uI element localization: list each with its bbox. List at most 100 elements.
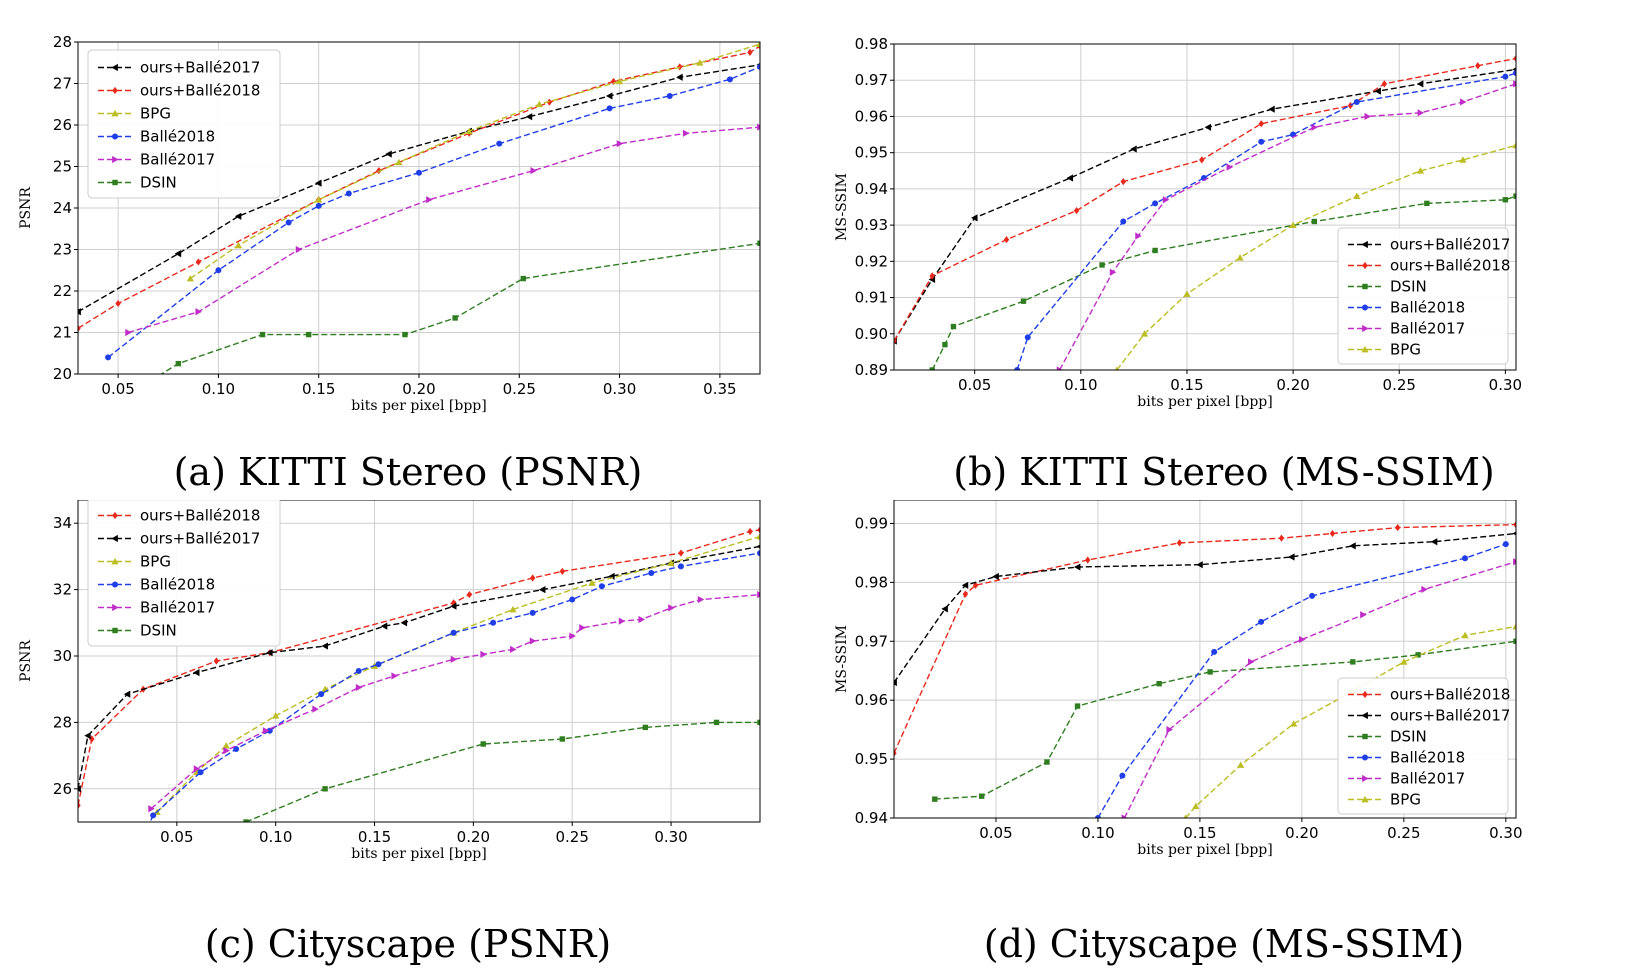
chart-b-caption: (b) KITTI Stereo (MS-SSIM) bbox=[953, 450, 1495, 494]
legend-marker bbox=[1362, 324, 1369, 333]
data-point bbox=[757, 63, 760, 70]
data-point bbox=[1349, 542, 1356, 550]
data-point bbox=[682, 129, 690, 137]
data-point bbox=[1237, 761, 1245, 768]
series-line bbox=[149, 552, 760, 822]
data-point bbox=[696, 59, 704, 66]
data-point bbox=[894, 678, 897, 687]
data-point bbox=[1475, 62, 1481, 70]
y-tick-label: 0.98 bbox=[855, 35, 888, 53]
data-point bbox=[1353, 98, 1360, 105]
data-point bbox=[757, 719, 760, 726]
series-line bbox=[1016, 72, 1516, 370]
chart-c-caption: (c) Cityscape (PSNR) bbox=[204, 922, 612, 966]
data-point bbox=[480, 650, 487, 658]
data-point bbox=[1400, 658, 1408, 665]
data-point bbox=[1289, 221, 1297, 228]
data-point bbox=[757, 123, 760, 131]
data-point bbox=[538, 586, 546, 594]
legend-marker bbox=[112, 627, 118, 634]
data-point bbox=[1258, 120, 1264, 128]
legend: ours+Ballé2018 ours+Ballé2017 BPG Ballé2018… bbox=[87, 500, 281, 647]
legend: ours+Ballé2017 ours+Ballé2018 DSIN Ballé201… bbox=[1337, 227, 1510, 365]
legend-label: ours+Ballé2017 bbox=[1390, 707, 1510, 725]
data-point bbox=[676, 73, 683, 81]
data-point bbox=[677, 563, 684, 570]
data-point bbox=[193, 765, 201, 773]
y-tick-label: 0.98 bbox=[855, 573, 888, 591]
data-point bbox=[78, 785, 81, 793]
chart-panel-c: 0.05 0.10 0.15 0.20 0.25 0.30 26 28 30 32 34 bits p… bbox=[0, 500, 816, 978]
x-tick-label: 0.20 bbox=[457, 828, 490, 846]
data-point bbox=[355, 667, 362, 674]
x-tick-label: 0.35 bbox=[703, 380, 736, 398]
data-point bbox=[638, 615, 645, 624]
y-tick-label: 0.95 bbox=[855, 144, 888, 162]
data-point bbox=[1462, 555, 1469, 562]
x-tick-label: 0.20 bbox=[1285, 824, 1318, 842]
legend-marker bbox=[1362, 304, 1368, 311]
data-point bbox=[559, 567, 566, 575]
data-point bbox=[1056, 366, 1064, 370]
series-line bbox=[894, 532, 1516, 683]
data-point bbox=[1513, 69, 1516, 76]
legend-label: ours+Ballé2017 bbox=[140, 530, 260, 548]
y-tick-label: 0.95 bbox=[855, 750, 888, 768]
data-point bbox=[125, 328, 132, 337]
data-point bbox=[480, 741, 486, 747]
data-point bbox=[195, 308, 202, 316]
data-point bbox=[1298, 635, 1306, 644]
data-point bbox=[215, 267, 222, 274]
data-point bbox=[1360, 611, 1367, 619]
data-point bbox=[1350, 659, 1356, 665]
legend-label: DSIN bbox=[140, 174, 177, 192]
data-point bbox=[193, 669, 200, 677]
y-axis-label: PSNR bbox=[18, 640, 34, 682]
y-tick-label: 0.89 bbox=[855, 361, 888, 379]
series-line bbox=[160, 242, 760, 374]
data-point bbox=[243, 819, 249, 822]
data-point bbox=[400, 619, 408, 627]
legend-marker bbox=[1362, 733, 1368, 740]
legend-marker bbox=[111, 109, 119, 117]
chart-c-plot: 0.05 0.10 0.15 0.20 0.25 0.30 26 28 30 32 34 bits p… bbox=[18, 500, 761, 862]
data-point bbox=[1461, 631, 1469, 639]
legend-label: BPG bbox=[140, 105, 171, 123]
data-point bbox=[234, 241, 243, 249]
y-tick-label: 25 bbox=[53, 158, 72, 176]
data-point bbox=[1099, 262, 1105, 268]
data-point bbox=[588, 579, 596, 586]
data-point bbox=[148, 805, 155, 813]
data-point bbox=[678, 549, 684, 557]
series-group bbox=[78, 526, 760, 822]
data-point bbox=[223, 747, 230, 755]
legend-label: ours+Ballé2017 bbox=[140, 59, 260, 77]
y-tick-label: 24 bbox=[53, 199, 72, 217]
data-point bbox=[579, 624, 586, 632]
data-point bbox=[322, 786, 328, 792]
legend-label: Ballé2017 bbox=[1390, 770, 1465, 788]
data-point bbox=[525, 113, 533, 121]
y-tick-label: 28 bbox=[53, 713, 72, 731]
data-point bbox=[426, 196, 433, 204]
data-point bbox=[345, 190, 352, 197]
y-tick-label: 0.96 bbox=[855, 107, 888, 125]
data-point bbox=[1248, 658, 1255, 666]
y-tick-label: 28 bbox=[53, 33, 72, 51]
data-point bbox=[376, 167, 382, 175]
data-point bbox=[402, 331, 408, 338]
data-point bbox=[312, 705, 319, 713]
x-tick-label: 0.25 bbox=[1387, 824, 1420, 842]
legend-marker bbox=[112, 86, 118, 95]
legend-label: Ballé2017 bbox=[1390, 320, 1465, 338]
data-point bbox=[78, 308, 81, 316]
data-point bbox=[195, 258, 202, 266]
x-tick-label: 0.05 bbox=[160, 828, 193, 846]
x-tick-label: 0.15 bbox=[358, 828, 391, 846]
data-point bbox=[266, 649, 273, 657]
y-axis-label: MS-SSIM bbox=[834, 625, 850, 693]
chart-panel-d: 0.05 0.10 0.15 0.20 0.25 0.30 0.94 0.95 0.96 0.97… bbox=[816, 500, 1632, 978]
data-point bbox=[416, 169, 422, 176]
data-point bbox=[452, 315, 458, 321]
y-tick-label: 0.94 bbox=[855, 809, 888, 827]
